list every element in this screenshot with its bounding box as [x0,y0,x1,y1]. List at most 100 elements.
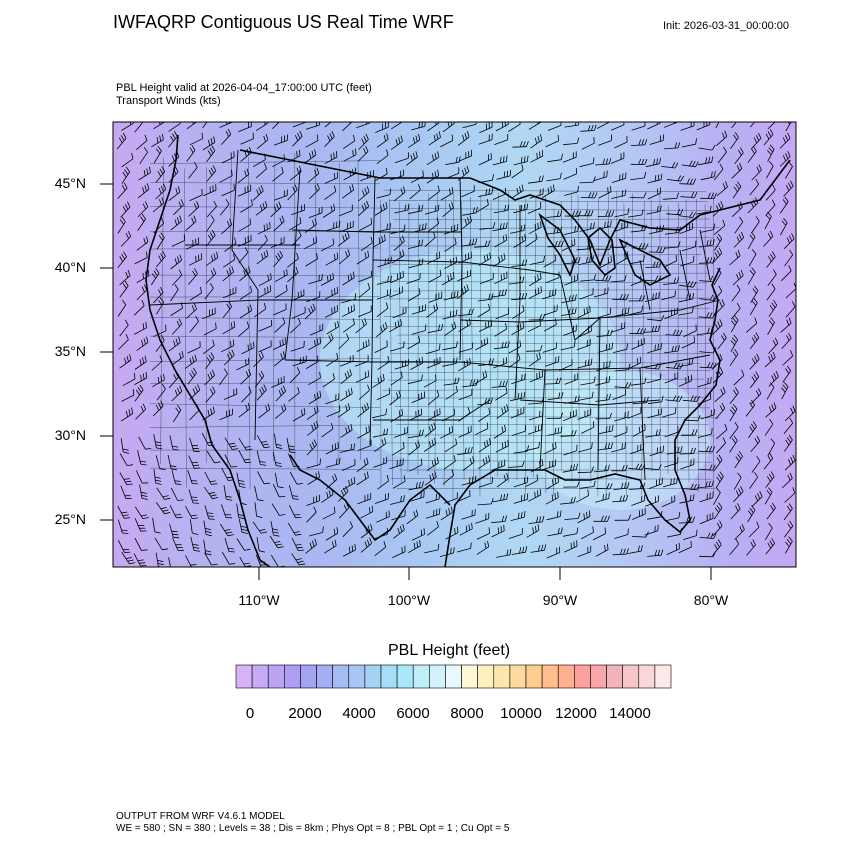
colorbar-swatch [606,664,623,689]
wind-barb-flag [643,397,646,404]
wind-barb-shaft [682,399,697,402]
wind-barb-flag [554,254,557,261]
wind-barb-shaft [563,533,577,537]
wind-barb-shaft [510,397,524,402]
wind-barb-shaft [138,436,146,450]
wind-barb-flag [677,345,680,352]
wind-barb-flag [769,382,775,388]
wind-barb-flag [337,320,339,327]
wind-barb-shaft [712,252,723,264]
wind-barb-shaft [445,391,458,400]
wind-barb-shaft [253,356,264,368]
wind-barb-flag [691,358,694,365]
wind-barb-flag [467,447,470,454]
wind-barb-flag [607,187,609,194]
wind-barb-flag [594,192,598,199]
wind-barb-flag [594,124,597,131]
wind-barb-flag [438,324,440,331]
wind-barb-flag [587,210,591,216]
wind-barb-shaft [699,244,714,248]
wind-barb-flag [129,122,132,125]
wind-barb-flag [174,219,178,226]
wind-barb-shaft [273,255,283,267]
wind-barb-shaft [171,470,176,484]
wind-barb-flag [158,255,162,262]
wind-barb-flag [660,549,664,556]
wind-barb-shaft [324,191,337,200]
wind-barb-flag [555,342,558,349]
wind-barb-flag [468,524,470,531]
wind-barb-shaft [697,161,712,166]
wind-barb-shaft [749,122,756,128]
wind-barb-shaft [188,206,200,217]
wind-barb-flag [453,291,456,298]
wind-barb-shaft [462,212,477,216]
wind-barb-flag [125,334,129,340]
wind-barb-flag [767,542,772,549]
wind-barb-flag [417,440,420,447]
wind-barb-flag [205,550,212,553]
county-line [470,197,474,481]
wind-barb-flag [330,205,333,212]
wind-barb-shaft [440,512,453,521]
wind-barb-shaft [595,163,610,166]
wind-barb-shaft [478,257,491,266]
wind-barb-shaft [153,150,162,164]
wind-barb-flag [740,269,744,276]
wind-barb-flag [628,382,632,389]
wind-barb-shaft [541,465,556,471]
wind-barb-flag [608,492,610,499]
wind-barb-flag [484,542,487,549]
wind-barb-shaft [714,392,726,403]
wind-barb-flag [264,234,268,241]
wind-barb-flag [638,139,641,146]
wind-barb-shaft [357,408,369,418]
wind-barb-shaft [664,246,679,249]
wind-barb-flag [260,370,265,377]
wind-barb-shaft [152,405,164,417]
wind-barb-flag [676,363,681,369]
wind-barb-shaft [779,156,791,167]
wind-barb-shaft [409,464,423,472]
wind-barb-shaft [765,476,775,488]
wind-barb-flag [642,295,646,302]
wind-barb-flag [172,168,177,175]
wind-barb-flag [397,320,400,327]
wind-barb-flag [122,171,127,178]
wind-barb-flag [735,183,740,190]
wind-barb-flag [710,192,714,199]
wind-barb-flag [385,202,388,209]
wind-barb-flag [486,198,489,205]
wind-barb-flag [230,322,233,329]
wind-barb-shaft [134,327,147,335]
wind-barb-flag [400,188,404,195]
wind-barb-flag [561,240,564,247]
wind-barb-shaft [152,379,165,388]
wind-barb-flag [789,520,794,527]
wind-barb-shaft [768,376,779,387]
wind-barb-flag [486,422,489,429]
wind-barb-flag [265,405,268,412]
wind-barb-shaft [547,245,562,248]
wind-barb-shaft [730,508,741,520]
wind-barb-flag [230,340,232,348]
state-boundary [369,177,376,446]
wind-barb-flag [361,138,365,145]
wind-barb-flag [450,292,453,299]
wind-barb-flag [602,158,606,165]
wind-barb-shaft [120,438,124,453]
wind-barb-flag [716,236,721,242]
wind-barb-shaft [595,498,609,503]
county-line [443,198,446,487]
wind-barb-shaft [258,325,272,332]
wind-barb-flag [539,189,541,196]
wind-barb-flag [454,377,457,384]
wind-barb-flag [354,293,357,300]
wind-barb-flag [722,219,726,226]
wind-barb-flag [253,341,255,348]
wind-barb-shaft [324,122,332,128]
wind-barb-flag [331,131,335,137]
wind-barb-shaft [457,289,469,299]
wind-barb-shaft [444,262,457,270]
wind-barb-flag [707,327,710,334]
